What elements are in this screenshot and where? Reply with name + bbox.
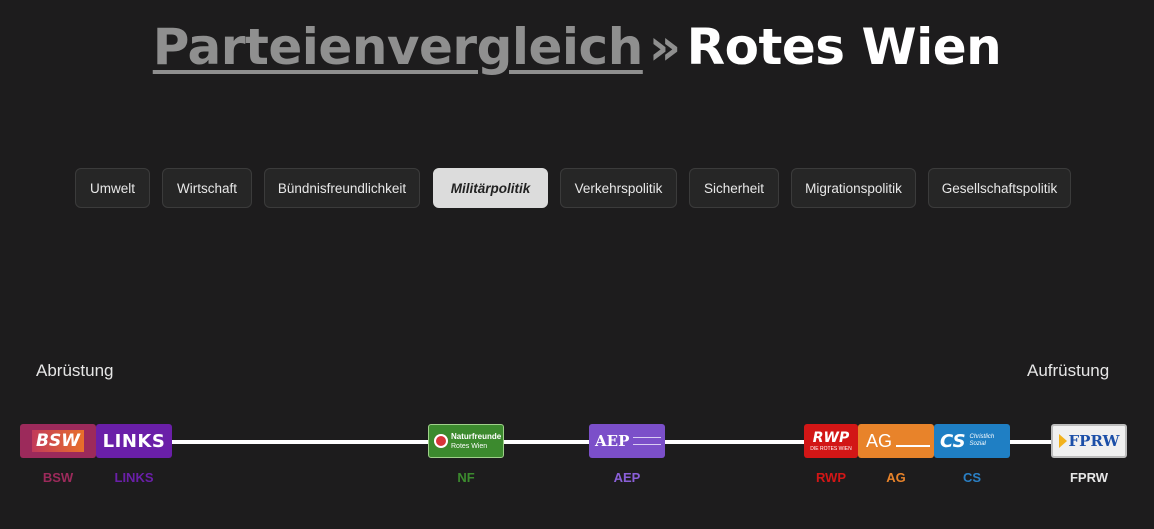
party-logo-links: LINKS [96, 424, 172, 458]
party-label: CS [962, 470, 982, 485]
party-logo-text: AEP [595, 432, 630, 450]
tab-sicherheit[interactable]: Sicherheit [689, 168, 779, 208]
party-logo-fprw: FPRW [1051, 424, 1127, 458]
party-logo-underline [896, 445, 931, 447]
party-logo-text: RWP [812, 429, 850, 446]
party-label: BSW [42, 470, 74, 485]
party-logo-rwp: RWP DIE ROTES WIEN [804, 424, 858, 458]
tab-umwelt[interactable]: Umwelt [75, 168, 150, 208]
party-fprw[interactable]: FPRW FPRW [1051, 424, 1127, 485]
chevron-right-icon [1058, 434, 1067, 448]
party-nf[interactable]: Naturfreunde Rotes Wien NF [428, 424, 504, 485]
party-logo-text: CS [940, 430, 966, 452]
scale-track [56, 440, 1096, 444]
party-logo-cs: CS Christlich Sozial [934, 424, 1010, 458]
breadcrumb-link-parteienvergleich[interactable]: Parteienvergleich [152, 18, 644, 76]
party-label: AEP [613, 470, 641, 485]
scale-right-label: Aufrüstung [1027, 361, 1110, 380]
party-logo-text: LINKS [102, 430, 166, 452]
party-label: AG [886, 470, 906, 485]
party-logo-nf: Naturfreunde Rotes Wien [428, 424, 504, 458]
tab-wirtschaft[interactable]: Wirtschaft [162, 168, 252, 208]
tab-buendnisfreundlichkeit[interactable]: Bündnisfreundlichkeit [264, 168, 420, 208]
category-tabs: Umwelt Wirtschaft Bündnisfreundlichkeit … [0, 168, 1154, 210]
party-logo-bsw: BSW [20, 424, 96, 458]
party-logo-tagline-lines [633, 437, 662, 445]
party-aep[interactable]: AEP AEP [589, 424, 665, 485]
party-links[interactable]: LINKS LINKS [96, 424, 172, 485]
party-logo-text: FPRW [1068, 432, 1120, 450]
party-logo-subtext: Christlich Sozial [969, 434, 995, 447]
party-rwp[interactable]: RWP DIE ROTES WIEN RWP [804, 424, 858, 485]
tab-militaerpolitik[interactable]: Militärpolitik [433, 168, 548, 208]
party-logo-subtext: DIE ROTES WIEN [810, 445, 852, 452]
tab-gesellschaftspolitik[interactable]: Gesellschaftspolitik [928, 168, 1071, 208]
party-logo-subtext: Rotes Wien [451, 442, 488, 450]
party-logo-aep: AEP [589, 424, 665, 458]
party-label: RWP [815, 470, 847, 485]
party-logo-text: Naturfreunde [451, 431, 502, 441]
party-cs[interactable]: CS Christlich Sozial CS [934, 424, 1010, 485]
page-title: Parteienvergleich» Rotes Wien [0, 18, 1154, 76]
flower-icon [434, 434, 448, 448]
party-logo-text: AG [866, 430, 893, 451]
party-label: NF [457, 470, 475, 485]
tab-verkehrspolitik[interactable]: Verkehrspolitik [560, 168, 677, 208]
party-label: LINKS [114, 470, 154, 485]
party-logo-text: BSW [32, 430, 84, 452]
breadcrumb-current: Rotes Wien [686, 18, 1002, 76]
party-logo-ag: AG [858, 424, 934, 458]
scale-left-label: Abrüstung [36, 361, 114, 380]
party-label: FPRW [1069, 470, 1109, 485]
breadcrumb-separator: » [648, 18, 681, 76]
party-ag[interactable]: AG AG [858, 424, 934, 485]
party-bsw[interactable]: BSW BSW [20, 424, 96, 485]
tab-migrationspolitik[interactable]: Migrationspolitik [791, 168, 916, 208]
